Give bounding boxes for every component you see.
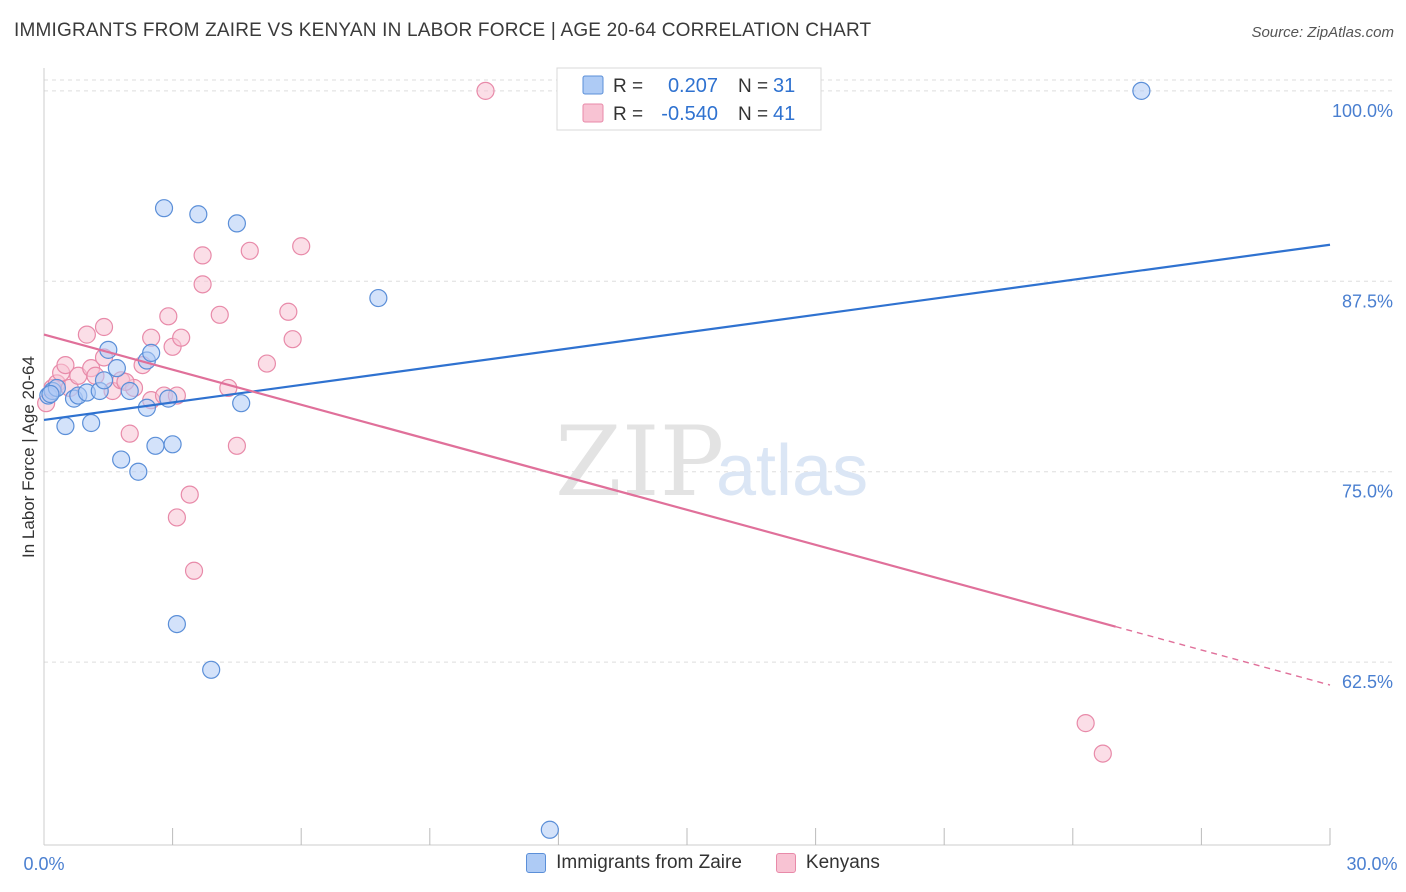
kenyan-point [279,302,298,321]
zaire-point [227,214,246,233]
zaire-point [82,413,101,433]
legend-swatch-kenyans [775,853,796,873]
kenyan-point [210,305,229,324]
chart-title: IMMIGRANTS FROM ZAIRE VS KENYAN IN LABOR… [14,20,872,41]
stats-swatch-kenyan [582,103,604,123]
zaire-point [154,199,174,218]
kenyan-point [159,307,178,326]
kenyan-point [167,508,186,527]
y-tick-label: 100.0% [1332,101,1393,121]
stats-n-label-zaire: N = [738,76,768,97]
kenyan-point [180,485,199,504]
zaire-point [94,371,114,390]
zaire-point [56,416,75,436]
kenyan-point [77,325,96,344]
zaire-point [129,462,148,481]
gridlines [44,79,1394,663]
legend-label-kenyans: Kenyans [805,852,880,873]
x-tick-label-min: 0.0% [23,854,64,874]
zaire-point [120,381,139,401]
zaire-point [540,820,559,839]
kenyan-point [1093,744,1112,763]
kenyan-point [476,81,495,100]
zaire-point [41,384,60,404]
stats-legend: R = 0.207 N = 31 R = -0.540 N = 41 [556,67,822,131]
kenyan-point [120,424,139,443]
kenyan-point [172,328,191,347]
y-tick-labels: 100.0% 87.5% 75.0% 62.5% [1332,101,1393,692]
stats-n-value-kenyan: 41 [773,103,795,125]
zaire-point [107,359,126,378]
zaire-point [369,288,388,308]
trend-lines [43,243,1331,686]
trend-line-zaire [43,243,1331,422]
kenyan-point [292,237,311,256]
legend-item-zaire[interactable]: Immigrants from Zaire [526,852,742,874]
data-points [37,81,1151,839]
series-legend: Immigrants from Zaire Kenyans [0,852,1406,874]
y-tick-label: 62.5% [1342,672,1393,692]
watermark-atlas: atlas [716,431,868,511]
stats-r-label-zaire: R = [613,76,643,97]
zaire-point [232,394,251,413]
zaire-point [202,660,221,679]
stats-r-value-kenyan: -0.540 [661,103,718,125]
zaire-point [146,436,165,455]
trend-line-kenyans [43,333,1116,628]
zaire-point [1132,81,1151,100]
kenyan-point [94,317,114,337]
zaire-point [112,450,131,469]
stats-n-value-zaire: 31 [773,75,795,97]
kenyan-point [227,436,246,455]
zaire-point [167,614,186,634]
y-tick-label: 75.0% [1342,482,1393,502]
kenyan-point [240,241,259,260]
trend-line-kenyans-extension [1115,625,1331,686]
kenyan-point [56,355,75,375]
legend-label-zaire: Immigrants from Zaire [556,852,742,873]
zaire-point [163,435,182,454]
kenyan-point [283,330,302,349]
zaire-point [189,205,208,224]
legend-item-kenyans[interactable]: Kenyans [775,852,880,874]
legend-swatch-zaire [526,853,547,873]
source-label: Source: ZipAtlas.com [1251,24,1394,41]
kenyan-point [1076,714,1095,733]
y-axis-title: In Labor Force | Age 20-64 [19,356,38,558]
stats-swatch-zaire [582,75,604,95]
x-tick-label-max: 30.0% [1346,854,1397,874]
kenyan-point [142,328,161,347]
kenyan-point [257,354,277,373]
stats-r-label-kenyan: R = [613,104,643,125]
kenyan-point [193,246,212,265]
kenyan-point [184,561,204,580]
watermark-zip: ZIP [555,406,724,518]
kenyan-point [193,275,212,294]
y-tick-label: 87.5% [1342,291,1393,311]
zaire-point [142,343,161,362]
x-axis-ticks [172,828,1331,845]
stats-r-value-zaire: 0.207 [668,75,718,97]
stats-n-label-kenyan: N = [738,104,768,125]
